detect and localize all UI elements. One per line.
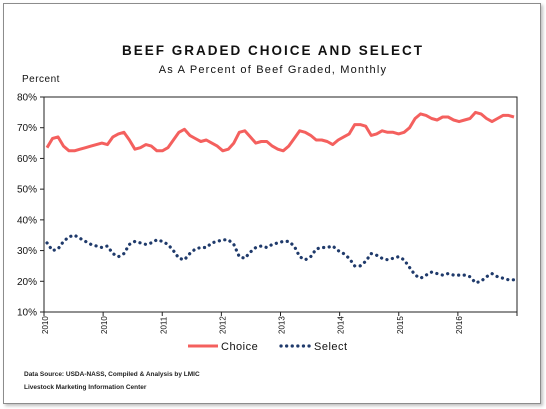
chart-subtitle: As A Percent of Beef Graded, Monthly — [158, 64, 388, 76]
legend-label-choice: Choice — [221, 341, 258, 353]
x-tick-label: 2010 — [100, 316, 109, 334]
x-tick-label: 2016 — [455, 316, 464, 334]
y-tick-label: 40% — [17, 215, 37, 226]
y-tick-label: 20% — [17, 277, 37, 288]
series-line-choice — [45, 110, 515, 153]
x-tick-label: 2015 — [396, 316, 405, 334]
y-tick-label: 60% — [17, 154, 37, 165]
x-tick-label: 2011 — [159, 316, 168, 334]
series-line-select — [45, 233, 516, 285]
organization-note: Livestock Marketing Information Center — [24, 384, 147, 391]
x-tick-label: 2013 — [278, 316, 287, 334]
y-tick-label: 30% — [17, 246, 37, 257]
y-tick-label: 80% — [17, 93, 37, 104]
x-tick-label: 2010 — [41, 316, 50, 334]
x-tick-label: 2014 — [337, 316, 346, 334]
y-axis-label: Percent — [22, 74, 60, 85]
y-tick-label: 70% — [17, 123, 37, 134]
y-tick-label: 10% — [17, 308, 37, 319]
chart-frame — [3, 3, 541, 404]
chart-title: BEEF GRADED CHOICE AND SELECT — [121, 43, 424, 58]
data-source-note: Data Source: USDA-NASS, Compiled & Analy… — [24, 371, 200, 378]
plot-area — [43, 96, 518, 313]
y-tick-label: 50% — [17, 185, 37, 196]
x-tick-label: 2012 — [218, 316, 227, 334]
legend-label-select: Select — [314, 341, 348, 353]
